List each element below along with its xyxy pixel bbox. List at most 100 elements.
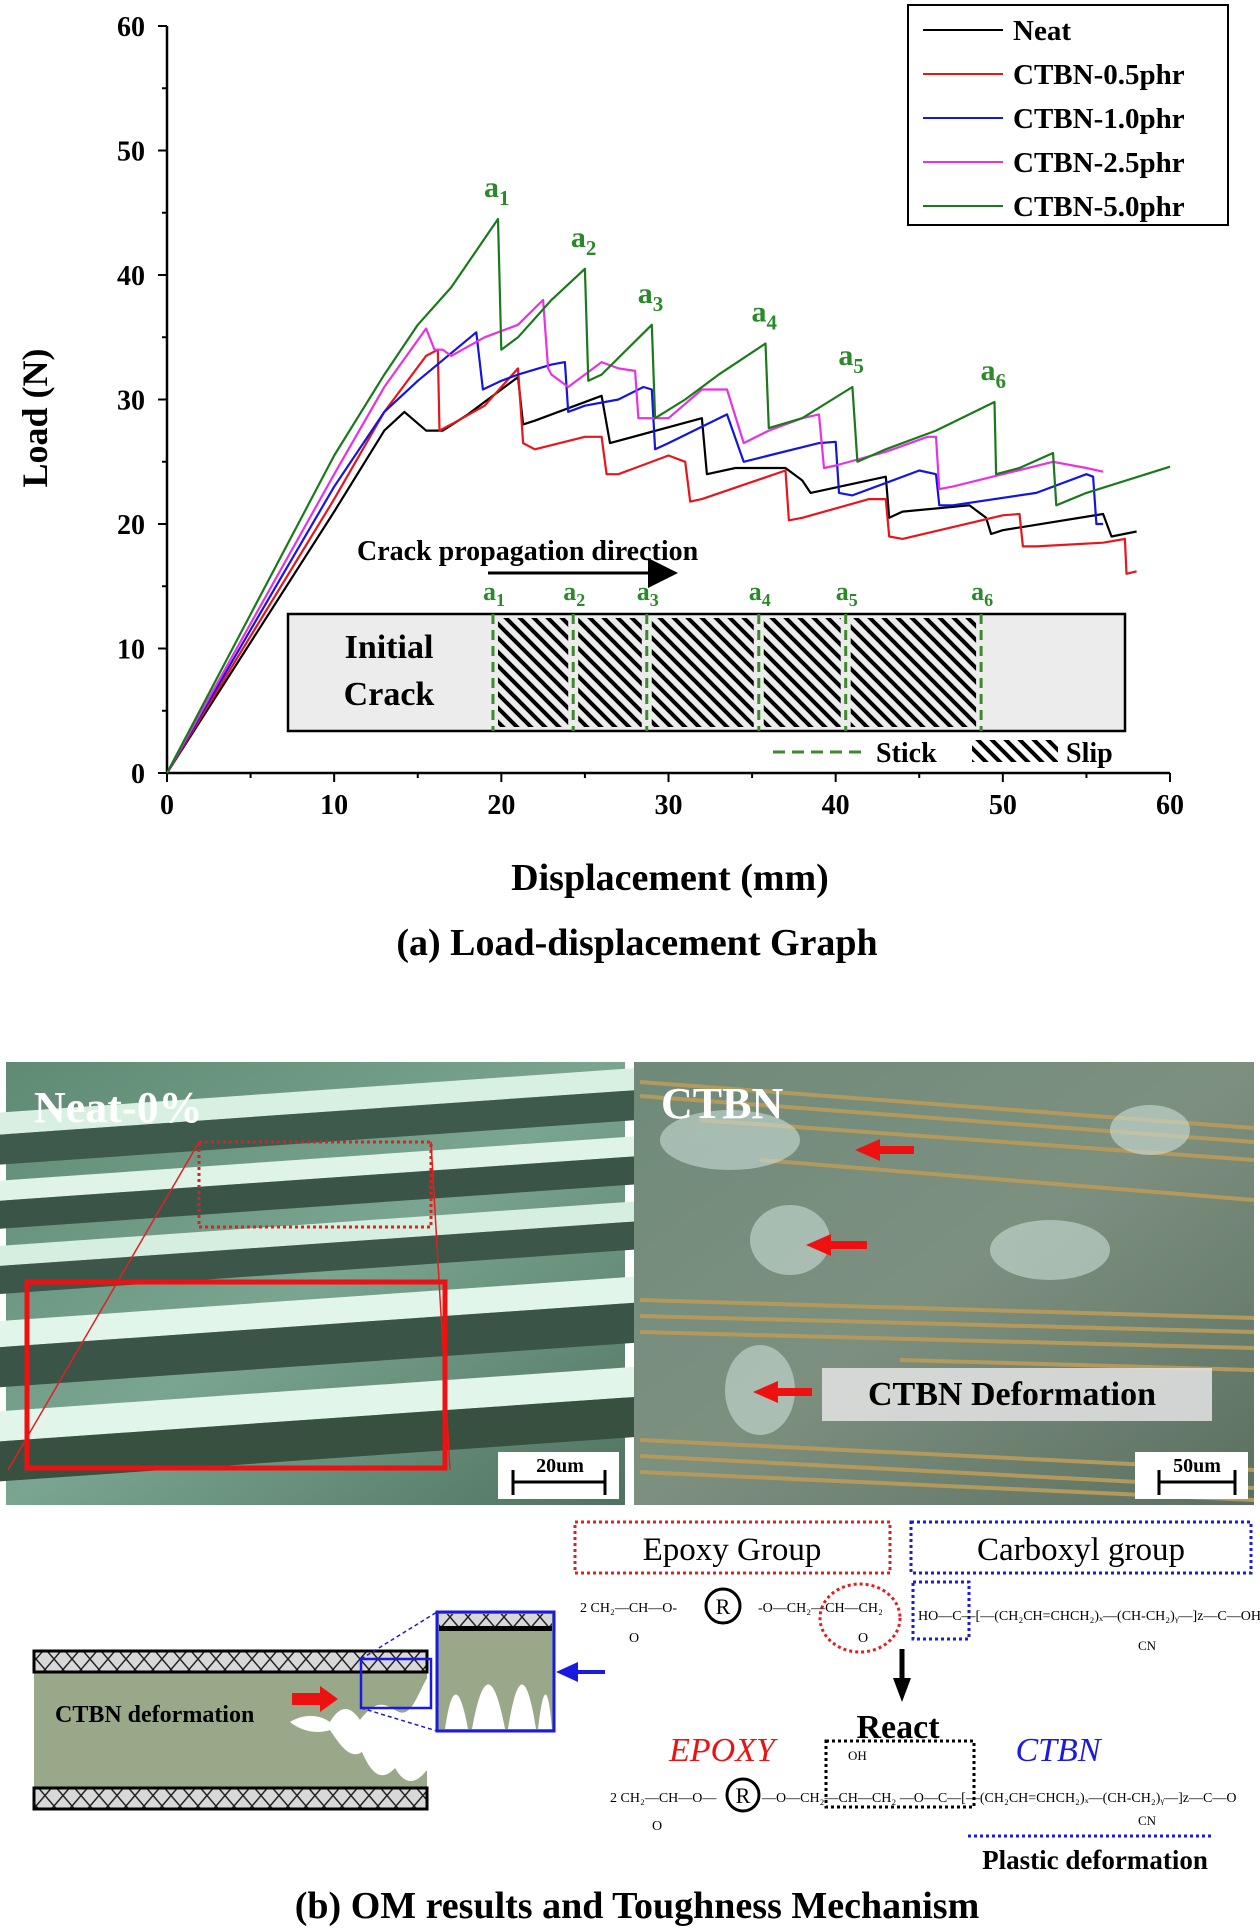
carboxyl-group-box <box>909 1520 1253 1575</box>
legend-box <box>907 4 1229 226</box>
peak-subscript: 4 <box>766 310 777 334</box>
peak-label: a2 <box>571 221 597 260</box>
marker-letter: a <box>836 577 849 606</box>
stick-marker-label: a6 <box>971 577 993 610</box>
detail-deformation <box>445 1684 552 1729</box>
scale-label-left: 20um <box>536 1455 584 1477</box>
formula1-epoxy-right: -O—CH₂—CH—CH₂ <box>758 1601 883 1616</box>
stick-legend-label: Stick <box>876 738 937 769</box>
fiber-layer-bottom <box>32 1786 429 1811</box>
peak-subscript: 6 <box>995 369 1006 393</box>
y-tick-label: 0 <box>131 759 145 790</box>
initial-crack-line1: Initial <box>345 629 434 666</box>
r-symbol-2: R <box>736 1783 751 1808</box>
epoxy-group-label: Epoxy Group <box>643 1532 822 1568</box>
plastic-deformation-label: Plastic deformation <box>982 1845 1208 1875</box>
legend-label: CTBN-2.5phr <box>1013 147 1185 179</box>
stick-marker-label: a2 <box>563 577 585 610</box>
red-arrow-2-icon <box>806 1234 867 1256</box>
fiber-stripes <box>0 1067 672 1482</box>
marker-subscript: 6 <box>984 590 993 610</box>
scale-bar-box-left <box>498 1452 619 1499</box>
y-tick-label: 10 <box>117 635 145 666</box>
epoxy-group-box <box>573 1520 892 1575</box>
marker-subscript: 2 <box>576 590 585 610</box>
slip-legend-swatch <box>972 740 1058 762</box>
series-line-ctbn-5-0phr <box>166 217 1171 774</box>
ctbn-deformation-label: CTBN Deformation <box>868 1376 1156 1413</box>
formula2-oxygen: O <box>652 1819 662 1834</box>
series-line-ctbn-0-5phr <box>166 348 1137 774</box>
y-tick-labels: 0 10 20 30 40 50 60 <box>117 12 145 790</box>
ctbn-label: CTBN <box>1015 1732 1102 1769</box>
series-lines <box>166 217 1171 774</box>
r-circle-2 <box>725 1777 761 1813</box>
stick-marker-label: a3 <box>637 577 659 610</box>
chart-caption: (a) Load-displacement Graph <box>396 922 877 964</box>
crack-inset: Initial Crack Crack propagation directio… <box>286 536 1127 769</box>
marker-letter: a <box>749 577 762 606</box>
om-left-photo: Neat-0% 20um <box>0 1062 672 1505</box>
zoom-line-left <box>7 1141 200 1471</box>
formula2-hydroxyl: OH <box>848 1748 867 1763</box>
fiber-layer-top <box>32 1649 429 1674</box>
crack-deformation-zone <box>290 1678 427 1782</box>
legend: Neat CTBN-0.5phr CTBN-1.0phr CTBN-2.5phr CTB… <box>907 4 1229 226</box>
series-line-neat <box>166 376 1137 774</box>
marker-subscript: 4 <box>762 590 771 610</box>
stick-marker-label: a5 <box>836 577 858 610</box>
x-tick-labels: 0 10 20 30 40 50 60 <box>160 790 1184 821</box>
formula1-oxygen-a: O <box>629 1631 639 1646</box>
x-tick-label: 50 <box>989 790 1017 821</box>
stick-markers: a1 a2 a3 a4 a5 a6 <box>483 577 993 731</box>
slip-region <box>850 618 977 727</box>
mechanism-caption: (b) OM results and Toughness Mechanism <box>295 1885 979 1927</box>
epoxide-ring-highlight <box>818 1582 902 1654</box>
formula2-nitrile: CN <box>1138 1813 1157 1828</box>
crack-schematic: CTBN deformation <box>32 1610 605 1811</box>
peak-label: a5 <box>838 339 864 378</box>
x-axis-label: Displacement (mm) <box>511 857 829 899</box>
crack-direction-label: Crack propagation direction <box>357 536 699 567</box>
x-tick-label: 40 <box>822 790 850 821</box>
epoxy-label: EPOXY <box>668 1732 778 1769</box>
peak-subscript: 3 <box>653 292 664 316</box>
peak-letter: a <box>751 295 766 328</box>
legend-label: CTBN-5.0phr <box>1013 191 1185 223</box>
initial-crack-line2: Crack <box>344 676 435 713</box>
om-right-photo: CTBN CTBN Deformation 50um <box>634 1062 1255 1505</box>
peak-letter: a <box>638 277 653 310</box>
detail-source-box <box>359 1657 433 1710</box>
y-tick-label: 50 <box>117 137 145 168</box>
series-line-ctbn-1-0phr <box>166 331 1104 774</box>
slip-region <box>497 618 569 727</box>
peak-letter: a <box>571 221 586 254</box>
scale-label-right: 50um <box>1173 1455 1221 1477</box>
peak-letter: a <box>484 171 499 204</box>
peak-subscript: 5 <box>853 354 864 378</box>
y-axis-label: Load (N) <box>15 348 55 487</box>
stick-marker-label: a4 <box>749 577 771 610</box>
formula2-right: —O—CH₂—CH—CH₂ —O—C—[—(CH₂CH=CHCH₂)ₓ—(CH-… <box>761 1791 1236 1806</box>
load-displacement-chart: 0 10 20 30 40 50 60 0 10 20 30 40 50 60 Load (N) Dis… <box>15 4 1229 964</box>
x-tick-label: 30 <box>655 790 683 821</box>
slip-region <box>763 618 841 727</box>
slip-region <box>651 618 754 727</box>
legend-label: Neat <box>1013 15 1071 47</box>
marker-letter: a <box>563 577 576 606</box>
marker-letter: a <box>971 577 984 606</box>
formula1-left: 2 CH₂—CH—O- <box>580 1601 677 1616</box>
axes <box>158 25 1171 782</box>
y-tick-label: 60 <box>117 12 145 43</box>
zoom-inset-box <box>24 1279 448 1471</box>
formula1-nitrile: CN <box>1138 1638 1157 1653</box>
y-tick-label: 40 <box>117 261 145 292</box>
formula1-oxygen-b: O <box>858 1631 868 1646</box>
scale-bar-left <box>511 1470 607 1495</box>
peak-label: a6 <box>980 354 1006 393</box>
peak-letter: a <box>838 339 853 372</box>
peak-label: a3 <box>638 277 664 316</box>
series-line-ctbn-2-5phr <box>166 298 1104 774</box>
marker-letter: a <box>637 577 650 606</box>
ctbn-deformation-diagram-label: CTBN deformation <box>55 1702 254 1728</box>
